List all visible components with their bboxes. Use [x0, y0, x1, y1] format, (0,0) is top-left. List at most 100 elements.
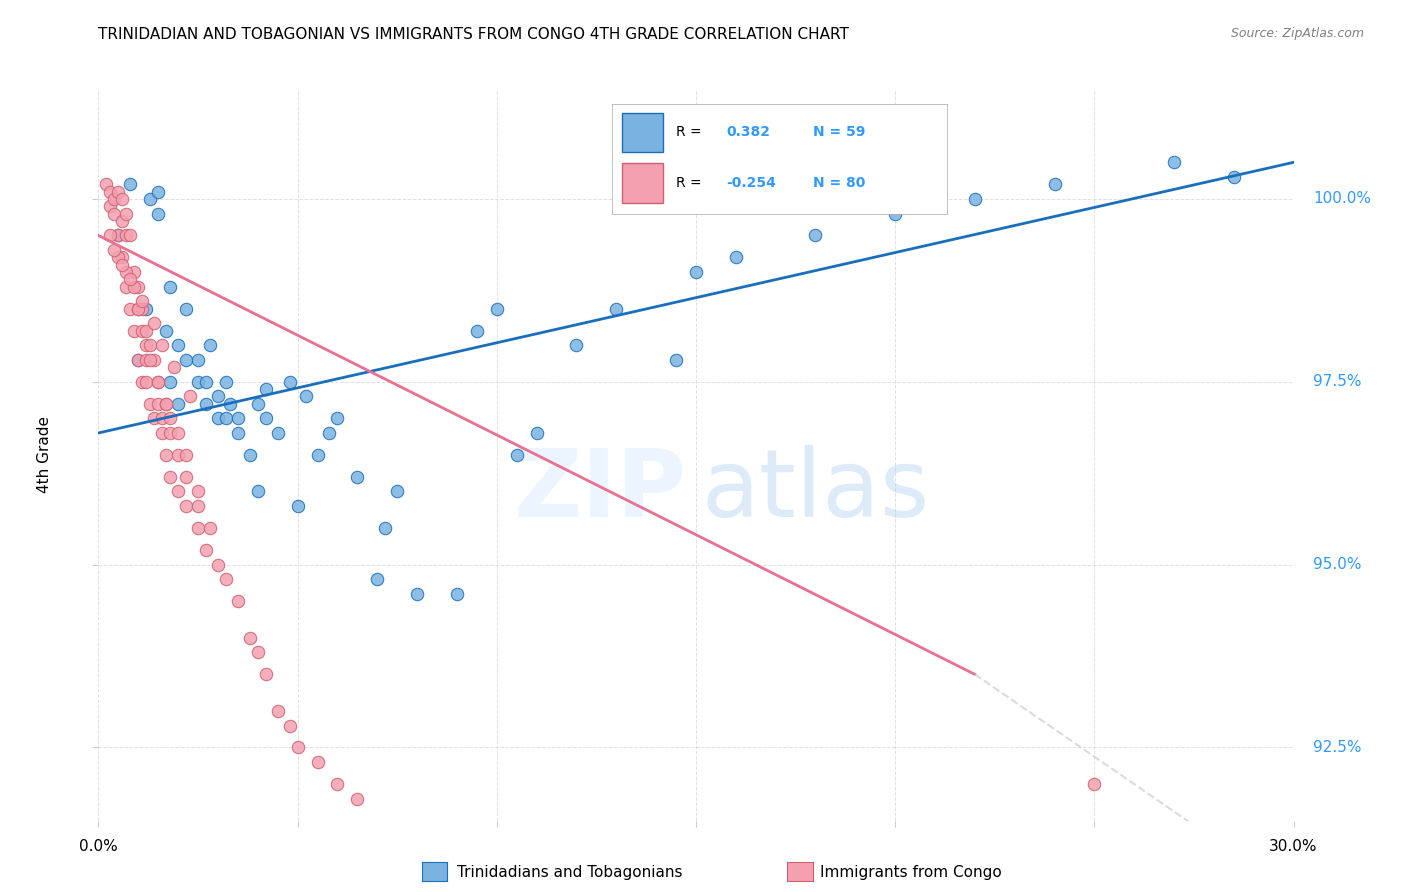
Point: [215, 411, 238, 425]
Point: [465, 324, 488, 338]
Point: [127, 301, 149, 316]
Point: [267, 704, 290, 718]
Point: [150, 425, 173, 440]
Point: [107, 185, 129, 199]
Point: [120, 178, 142, 192]
Point: [139, 338, 162, 352]
Text: atlas: atlas: [702, 445, 929, 538]
Point: [1222, 169, 1246, 184]
Point: [107, 228, 129, 243]
Point: [148, 375, 170, 389]
Point: [115, 228, 138, 243]
Point: [318, 425, 340, 440]
Point: [207, 558, 229, 572]
Point: [98, 185, 122, 199]
Point: [1083, 777, 1105, 791]
Point: [163, 360, 186, 375]
Point: [103, 206, 125, 220]
Point: [107, 228, 129, 243]
Point: [565, 338, 588, 352]
Point: [115, 265, 138, 279]
Text: TRINIDADIAN AND TOBAGONIAN VS IMMIGRANTS FROM CONGO 4TH GRADE CORRELATION CHART: TRINIDADIAN AND TOBAGONIAN VS IMMIGRANTS…: [98, 27, 849, 42]
Point: [174, 448, 197, 462]
Point: [127, 352, 149, 367]
Point: [1043, 178, 1066, 192]
Point: [159, 375, 181, 389]
Point: [167, 448, 190, 462]
Text: 97.5%: 97.5%: [1313, 375, 1362, 389]
Point: [159, 425, 181, 440]
Point: [187, 521, 209, 535]
Point: [287, 499, 309, 513]
Point: [139, 397, 162, 411]
Point: [135, 324, 157, 338]
Point: [115, 206, 138, 220]
Point: [127, 352, 149, 367]
Point: [174, 499, 197, 513]
Point: [167, 484, 190, 499]
Point: [120, 272, 142, 286]
Point: [148, 185, 170, 199]
Point: [155, 397, 177, 411]
Point: [135, 301, 157, 316]
Point: [246, 645, 269, 659]
Point: [374, 521, 396, 535]
Point: [98, 199, 122, 213]
Text: 0.0%: 0.0%: [79, 839, 118, 854]
Point: [148, 375, 170, 389]
Point: [167, 397, 190, 411]
Point: [155, 397, 177, 411]
Point: [148, 397, 170, 411]
Point: [111, 192, 134, 206]
Point: [159, 279, 181, 293]
Point: [98, 228, 122, 243]
Point: [605, 301, 627, 316]
Point: [226, 594, 249, 608]
Point: [150, 411, 173, 425]
Point: [685, 265, 707, 279]
Point: [207, 389, 229, 403]
Point: [485, 301, 508, 316]
Text: 100.0%: 100.0%: [1313, 192, 1371, 206]
Point: [385, 484, 409, 499]
Point: [239, 448, 262, 462]
Point: [115, 279, 138, 293]
Point: [506, 448, 529, 462]
Point: [187, 352, 209, 367]
Point: [107, 251, 129, 265]
Point: [307, 755, 329, 769]
Point: [111, 258, 134, 272]
Text: 95.0%: 95.0%: [1313, 558, 1362, 572]
Point: [155, 448, 177, 462]
Point: [198, 338, 221, 352]
Point: [346, 470, 368, 484]
Point: [194, 375, 218, 389]
Point: [207, 411, 229, 425]
Point: [131, 294, 153, 309]
Point: [167, 338, 190, 352]
Text: 30.0%: 30.0%: [1270, 839, 1317, 854]
Point: [884, 206, 907, 220]
Point: [159, 470, 181, 484]
Point: [124, 279, 146, 293]
Point: [150, 338, 173, 352]
Point: [267, 425, 290, 440]
Point: [143, 316, 166, 330]
Point: [179, 389, 201, 403]
Text: ZIP: ZIP: [515, 445, 686, 538]
Point: [226, 411, 249, 425]
Point: [278, 375, 301, 389]
Point: [326, 411, 349, 425]
Point: [254, 667, 277, 681]
Text: 4th Grade: 4th Grade: [37, 417, 52, 493]
Point: [131, 301, 153, 316]
Point: [174, 301, 197, 316]
Point: [287, 740, 309, 755]
Point: [226, 425, 249, 440]
Point: [174, 352, 197, 367]
Point: [135, 375, 157, 389]
Point: [307, 448, 329, 462]
Point: [124, 265, 146, 279]
Point: [131, 375, 153, 389]
Text: Trinidadians and Tobagonians: Trinidadians and Tobagonians: [457, 865, 682, 880]
